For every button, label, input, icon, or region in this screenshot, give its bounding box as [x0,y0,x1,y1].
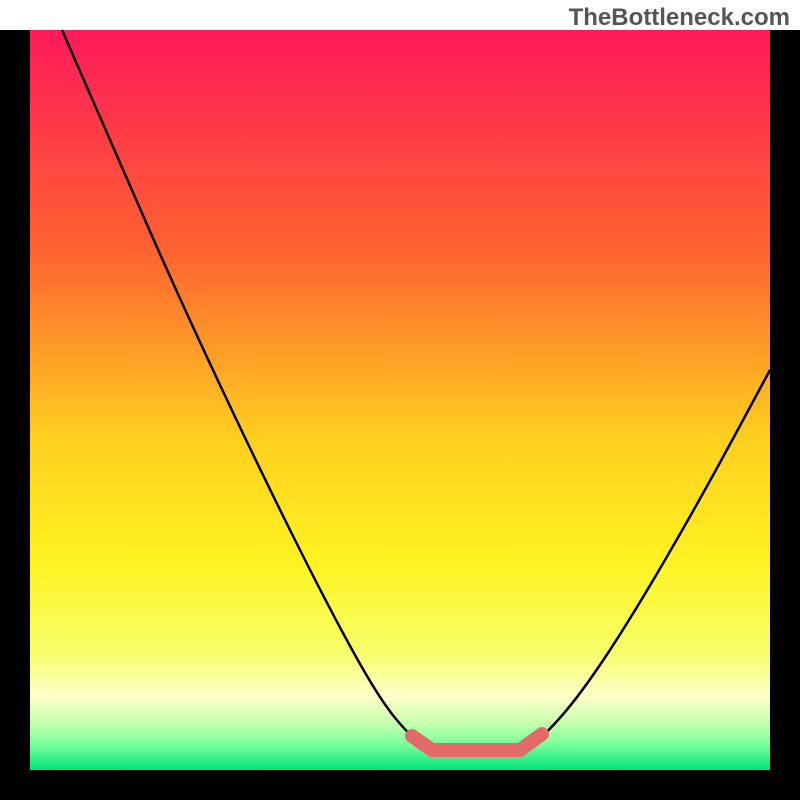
gradient-background [30,30,770,770]
frame-bottom [0,770,800,800]
frame-left [0,30,30,800]
bottleneck-chart [0,0,800,800]
frame-right [770,30,800,800]
chart-container: TheBottleneck.com [0,0,800,800]
watermark-text: TheBottleneck.com [569,4,790,32]
